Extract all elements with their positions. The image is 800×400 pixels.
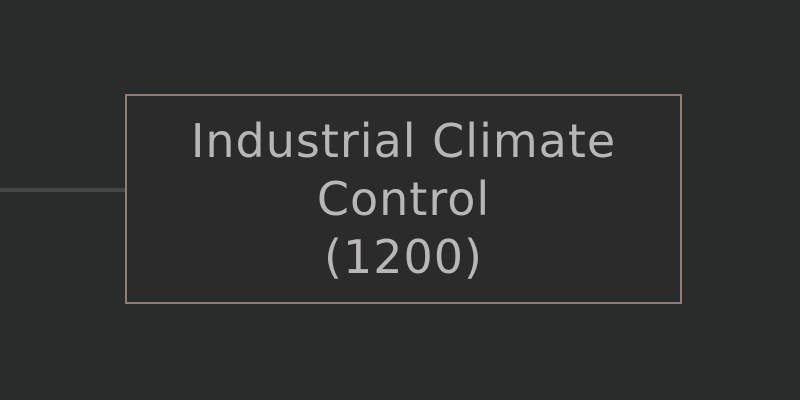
node-label-line-3: (1200) <box>324 230 483 284</box>
node-industrial-climate-control[interactable]: Industrial Climate Control (1200) <box>125 94 682 304</box>
node-label-line-1: Industrial Climate <box>190 114 617 168</box>
connector-line <box>0 188 126 192</box>
node-label-line-2: Control <box>316 172 491 226</box>
